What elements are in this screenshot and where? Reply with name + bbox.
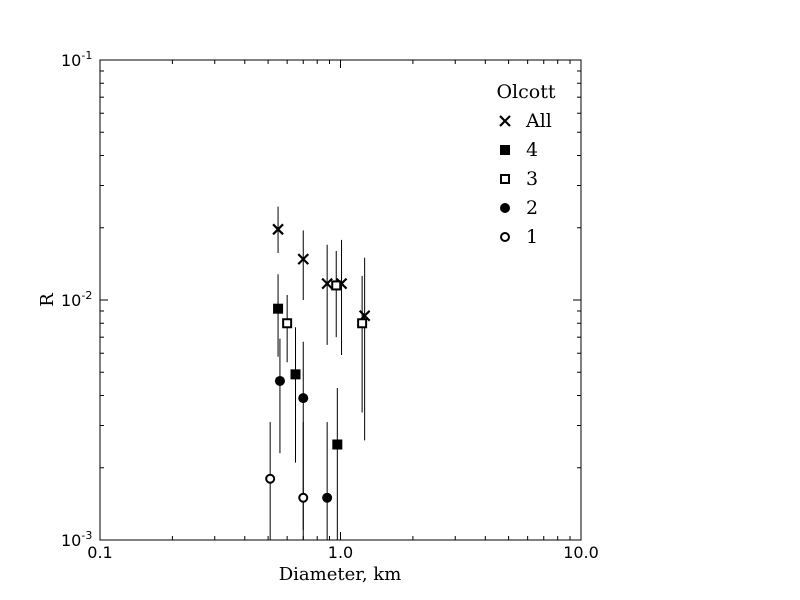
plot-frame <box>99 59 582 541</box>
data-point <box>297 253 310 265</box>
legend-label: 4 <box>526 139 538 161</box>
legend-entry: 2 <box>500 197 538 219</box>
data-point <box>290 369 301 380</box>
legend-marker <box>500 232 510 242</box>
legend-label: 1 <box>526 226 538 248</box>
legend-marker <box>500 145 510 155</box>
data-point <box>322 492 333 503</box>
tick-labels: 0.1 1.0 10.0 10-3 10-2 10-1 <box>61 49 599 562</box>
y-tick-label: 10-3 <box>61 529 92 550</box>
data-point <box>321 277 333 290</box>
series-4 <box>273 274 343 540</box>
y-tick-label: 10-1 <box>61 49 92 70</box>
legend: Olcott All 4 3 2 1 <box>496 81 555 248</box>
legend-entry: 1 <box>500 226 538 248</box>
data-point <box>298 393 309 404</box>
legend-marker <box>499 115 511 127</box>
legend-marker <box>500 174 510 184</box>
data-point <box>274 375 285 386</box>
series-2 <box>274 338 333 540</box>
x-tick-label: 1.0 <box>328 543 353 562</box>
data-point <box>272 223 284 236</box>
legend-entry: 4 <box>500 139 538 161</box>
legend-label: All <box>525 110 552 132</box>
x-tick-label: 10.0 <box>563 543 599 562</box>
legend-entry: All <box>499 110 552 132</box>
series-All <box>272 206 371 441</box>
data-point <box>331 280 342 291</box>
x-axis-label: Diameter, km <box>279 564 402 585</box>
data-point <box>357 318 368 329</box>
data-marks <box>265 206 371 540</box>
series-1 <box>265 422 309 540</box>
data-point <box>282 318 293 329</box>
data-point <box>273 303 284 314</box>
y-tick-label: 10-2 <box>61 289 92 310</box>
legend-marker <box>500 203 510 213</box>
x-tick-label: 0.1 <box>87 543 112 562</box>
data-point <box>332 439 343 450</box>
series-3 <box>282 251 368 413</box>
legend-label: 2 <box>526 197 538 219</box>
data-point <box>298 492 309 503</box>
y-axis-label: R <box>37 293 58 307</box>
axis-ticks <box>99 59 582 541</box>
data-point <box>265 473 276 484</box>
legend-label: 3 <box>526 168 538 190</box>
legend-title: Olcott <box>496 81 555 103</box>
legend-entry: 3 <box>500 168 538 190</box>
